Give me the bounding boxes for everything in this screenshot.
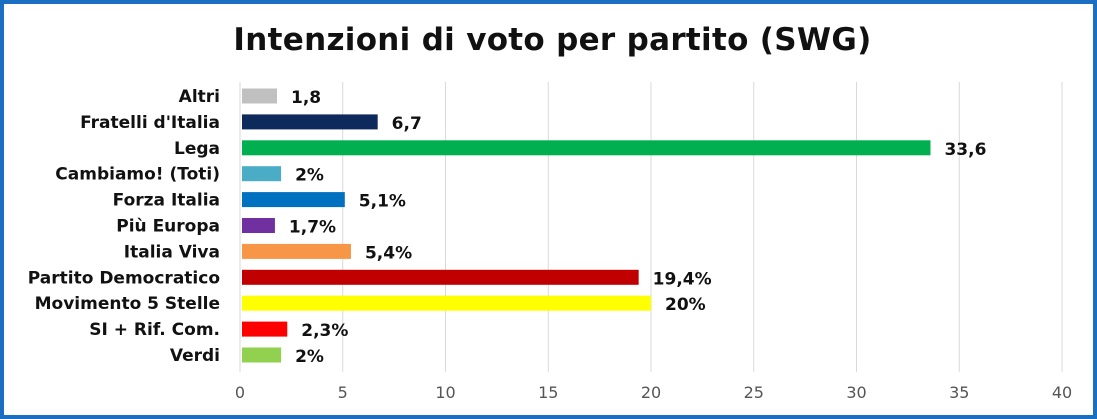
bar-6: [242, 243, 351, 259]
x-tick-label: 15: [538, 383, 558, 402]
category-label: Lega: [174, 139, 220, 159]
data-label: 1,8: [291, 88, 321, 108]
data-label: 6,7: [392, 114, 422, 134]
x-tick-label: 30: [846, 383, 866, 402]
data-label: 2%: [295, 347, 324, 367]
x-tick-label: 0: [235, 383, 245, 402]
x-tick-label: 40: [1052, 383, 1072, 402]
data-label: 2%: [295, 166, 324, 186]
data-label: 33,6: [944, 140, 986, 160]
bar-5: [242, 218, 275, 233]
x-tick-label: 25: [744, 383, 764, 402]
x-tick-label: 20: [641, 383, 661, 402]
category-label: Fratelli d'Italia: [80, 113, 220, 133]
bar-1: [242, 114, 378, 130]
category-label: SI + Rif. Com.: [89, 320, 220, 340]
chart-title: Intenzioni di voto per partito (SWG): [233, 22, 872, 58]
data-label: 5,4%: [365, 243, 412, 263]
bar-9: [242, 321, 288, 337]
category-label: Verdi: [170, 346, 220, 366]
bar-4: [242, 192, 345, 208]
data-label: 19,4%: [653, 269, 712, 289]
category-label: Movimento 5 Stelle: [35, 294, 220, 314]
category-label: Italia Viva: [124, 242, 220, 262]
bar-2: [242, 140, 931, 156]
data-label: 20%: [665, 295, 706, 315]
bar-0: [242, 88, 277, 104]
category-label: Partito Democratico: [28, 268, 220, 288]
bar-8: [242, 295, 651, 311]
x-tick-label: 10: [435, 383, 455, 402]
x-tick-label: 35: [949, 383, 969, 402]
data-label: 2,3%: [301, 321, 348, 341]
category-label: Altri: [179, 87, 220, 107]
category-label: Più Europa: [116, 217, 220, 237]
bar-10: [242, 347, 282, 363]
data-label: 5,1%: [359, 192, 406, 212]
x-tick-label: 5: [338, 383, 348, 402]
category-label: Forza Italia: [113, 191, 220, 211]
data-label: 1,7%: [289, 218, 336, 238]
bar-3: [242, 166, 282, 182]
bar-7: [242, 269, 639, 285]
category-label: Cambiamo! (Toti): [55, 165, 220, 185]
